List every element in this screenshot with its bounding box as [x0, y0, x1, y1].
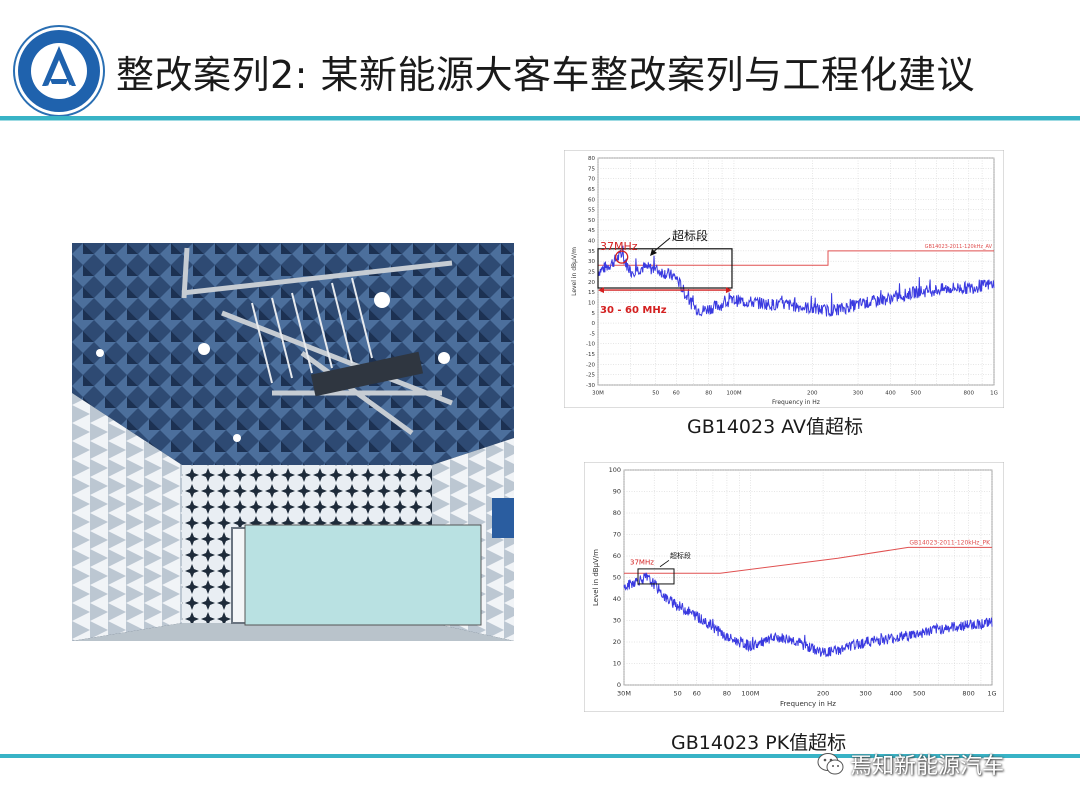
- y-tick-label: 0: [617, 681, 621, 689]
- x-tick-label: 100M: [726, 391, 741, 397]
- av-chart-caption: GB14023 AV值超标: [687, 416, 864, 438]
- logo-text: CAERI: [40, 82, 78, 100]
- peak-marker: [615, 250, 629, 264]
- y-tick-label: 40: [613, 595, 621, 603]
- page-title: 整改案列2: 某新能源大客车整改案列与工程化建议: [116, 53, 976, 97]
- x-axis-label: Frequency in Hz: [780, 700, 836, 708]
- x-tick-label: 300: [859, 690, 871, 698]
- y-tick-label: 70: [613, 531, 621, 539]
- x-tick-label: 1G: [987, 690, 996, 698]
- x-tick-label: 80: [723, 690, 731, 698]
- y-axis-label: Level in dBµV/m: [592, 549, 600, 606]
- segment-arrow: [659, 559, 670, 568]
- x-tick-label: 500: [910, 391, 921, 397]
- y-tick-label: -20: [586, 362, 595, 368]
- x-tick-label: 200: [807, 391, 818, 397]
- peak-label: 37MHz: [630, 559, 654, 567]
- header-rule: [0, 116, 1080, 120]
- segment-label: 超标段: [670, 551, 691, 560]
- y-tick-label: -15: [586, 352, 595, 358]
- x-tick-label: 1G: [990, 391, 998, 397]
- x-tick-label: 50: [652, 391, 659, 397]
- x-tick-label: 300: [853, 391, 864, 397]
- x-tick-label: 60: [693, 690, 701, 698]
- measurement-trace: [623, 572, 993, 658]
- peak-label: 37MHz: [600, 240, 638, 253]
- x-tick-label: 200: [817, 690, 829, 698]
- y-tick-label: -25: [586, 373, 595, 379]
- y-tick-label: 50: [613, 574, 621, 582]
- x-tick-label: 80: [705, 391, 712, 397]
- x-tick-label: 400: [890, 690, 902, 698]
- y-tick-label: 75: [588, 166, 595, 172]
- y-tick-label: -30: [586, 383, 595, 389]
- y-tick-label: 10: [613, 660, 621, 668]
- y-tick-label: 20: [613, 638, 621, 646]
- range-label: 30 - 60 MHz: [600, 305, 667, 316]
- limit-line: [624, 546, 992, 574]
- limit-line-label: GB14023-2011-120kHz_PK: [909, 539, 991, 546]
- x-tick-label: 800: [964, 391, 975, 397]
- y-tick-label: 50: [588, 218, 595, 224]
- watermark: 焉知新能源汽车: [816, 746, 1004, 782]
- segment-arrow: [651, 237, 671, 254]
- range-arrowhead-right: [725, 287, 732, 294]
- header-rule-thin: [0, 120, 1080, 121]
- y-tick-label: 5: [592, 311, 596, 317]
- svg-text:CAERI: CAERI: [40, 82, 78, 100]
- y-axis-label: Level in dBµV/m: [571, 247, 578, 296]
- y-tick-label: 30: [588, 259, 595, 265]
- x-tick-label: 30M: [617, 690, 631, 698]
- y-tick-label: 60: [613, 552, 621, 560]
- x-tick-label: 60: [673, 391, 680, 397]
- y-tick-label: 55: [588, 208, 595, 214]
- limit-line: [598, 250, 994, 266]
- y-tick-label: 40: [588, 239, 595, 245]
- watermark-text: 焉知新能源汽车: [850, 754, 1005, 779]
- exceed-region-box: [597, 248, 733, 289]
- y-tick-label: 45: [588, 228, 595, 234]
- x-tick-label: 400: [885, 391, 896, 397]
- x-tick-label: 50: [673, 690, 681, 698]
- pk-chart-caption: GB14023 PK值超标: [671, 732, 847, 754]
- segment-arrowhead: [650, 249, 657, 256]
- y-tick-label: 20: [588, 280, 595, 286]
- chart-frame: [564, 150, 1004, 408]
- chart-frame: [584, 462, 1004, 712]
- limit-line-label: GB14023-2011-120kHz_AV: [925, 244, 993, 250]
- caeri-logo: CAERI: [13, 25, 105, 117]
- x-tick-label: 100M: [741, 690, 759, 698]
- y-tick-label: 100: [609, 466, 621, 474]
- segment-label: 超标段: [672, 228, 708, 243]
- wechat-icon: [817, 753, 844, 775]
- footer-rule: [0, 754, 1080, 758]
- range-arrowhead-left: [598, 287, 604, 294]
- y-tick-label: 10: [588, 300, 595, 306]
- x-axis-label: Frequency in Hz: [772, 399, 820, 406]
- y-tick-label: 25: [588, 270, 595, 276]
- exceed-region-box: [637, 568, 675, 585]
- y-tick-label: 30: [613, 617, 621, 625]
- x-tick-label: 500: [913, 690, 925, 698]
- x-tick-label: 30M: [592, 391, 604, 397]
- y-tick-label: 15: [588, 290, 595, 296]
- emc-chamber-photo: [72, 243, 514, 641]
- y-tick-label: 60: [588, 197, 595, 203]
- measurement-trace: [597, 245, 995, 318]
- y-tick-label: 0: [592, 321, 596, 327]
- y-tick-label: 65: [588, 187, 595, 193]
- y-tick-label: 70: [588, 177, 595, 183]
- x-tick-label: 800: [962, 690, 974, 698]
- y-tick-label: 35: [588, 249, 595, 255]
- av-emission-chart: 80757065605550454035302520151050-5-10-15…: [564, 150, 1004, 408]
- y-tick-label: -10: [586, 342, 595, 348]
- y-tick-label: -5: [590, 331, 596, 337]
- y-tick-label: 80: [588, 156, 595, 162]
- y-tick-label: 80: [613, 509, 621, 517]
- y-tick-label: 90: [613, 488, 621, 496]
